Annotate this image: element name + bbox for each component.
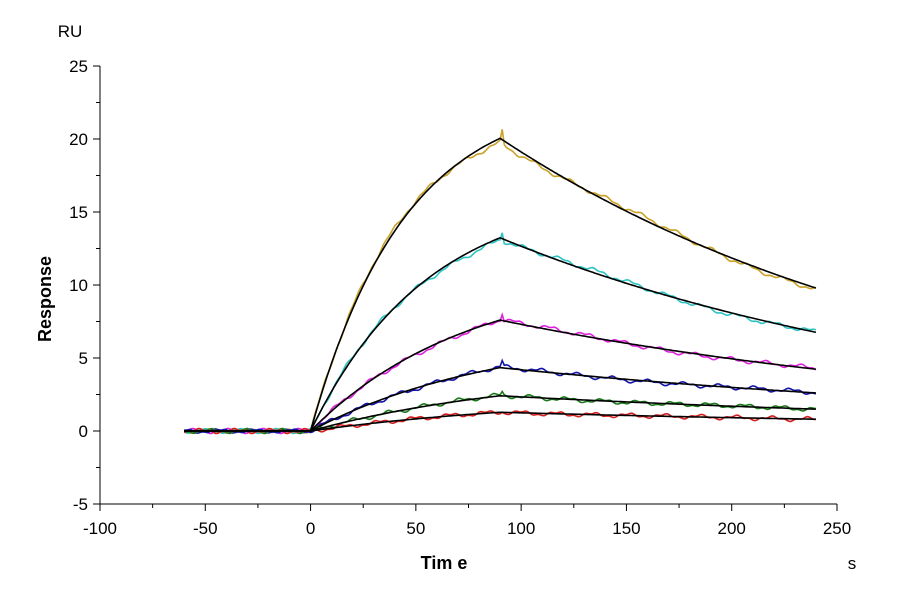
x-tick-label: -50	[193, 519, 218, 538]
y-tick-label: 20	[69, 130, 88, 149]
x-tick-label: 200	[718, 519, 746, 538]
y-axis-title: Response	[35, 256, 55, 342]
fit-series-2	[184, 236, 817, 432]
measured-series-4	[184, 358, 817, 435]
x-tick-label: 100	[507, 519, 535, 538]
x-unit-label: s	[848, 554, 857, 573]
y-tick-label: 0	[79, 422, 88, 441]
measured-series-3	[184, 312, 817, 435]
measured-series-1	[183, 129, 817, 435]
measured-series-2	[183, 232, 817, 435]
fit-series-6	[184, 411, 816, 432]
y-tick-label: -5	[73, 495, 88, 514]
y-tick-label: 5	[79, 349, 88, 368]
x-axis-title: Tim e	[421, 553, 468, 573]
x-tick-label: -100	[83, 519, 117, 538]
fit-series-4	[184, 366, 816, 432]
x-tick-label: 250	[823, 519, 851, 538]
x-tick-label: 0	[306, 519, 315, 538]
series-layer	[183, 129, 817, 435]
y-tick-label: 15	[69, 203, 88, 222]
y-tick-label: 25	[69, 57, 88, 76]
x-tick-label: 50	[406, 519, 425, 538]
y-tick-label: 10	[69, 276, 88, 295]
x-tick-label: 150	[612, 519, 640, 538]
y-unit-label: RU	[58, 22, 83, 41]
